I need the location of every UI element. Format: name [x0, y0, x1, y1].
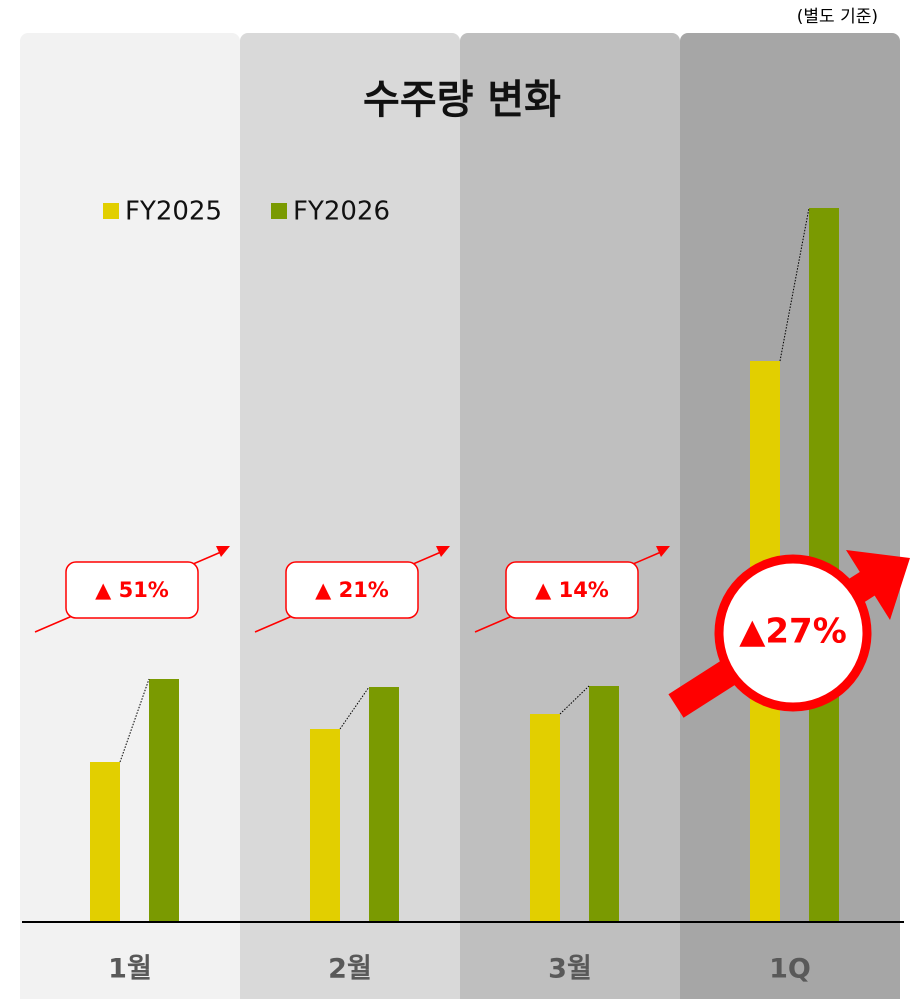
- column-band: [460, 33, 680, 999]
- callout-box: [285, 561, 419, 619]
- x-tick-label: 1월: [108, 954, 152, 985]
- callout-label: ▲ 14%: [535, 578, 609, 602]
- connector: [119, 678, 150, 763]
- note: (별도 기준): [797, 7, 878, 27]
- legend-swatch: [271, 203, 287, 219]
- callout-box: [65, 561, 199, 619]
- arrow-head: [216, 546, 230, 557]
- callout-label: ▲ 51%: [95, 578, 169, 602]
- callout-label: ▲ 21%: [315, 578, 389, 602]
- arrow-head: [656, 546, 670, 557]
- arrow-head: [846, 550, 910, 620]
- callout-box: [505, 561, 639, 619]
- bar: [369, 687, 399, 922]
- legend-swatch: [103, 203, 119, 219]
- connector: [339, 686, 370, 730]
- column-band: [680, 33, 900, 999]
- bar: [310, 729, 340, 922]
- legend-label: FY2026: [293, 197, 390, 227]
- legend-label: FY2025: [125, 197, 222, 227]
- callout-label: ▲27%: [739, 612, 847, 652]
- x-tick-label: 2월: [328, 954, 372, 985]
- bar: [149, 679, 179, 922]
- bar: [530, 714, 560, 922]
- bar: [90, 762, 120, 922]
- connector: [779, 207, 810, 362]
- callout-circle: [714, 554, 872, 712]
- column-band: [20, 33, 240, 999]
- x-tick-label: 1Q: [769, 954, 811, 985]
- chart-title: 수주량 변화: [363, 77, 561, 123]
- connector: [559, 685, 590, 715]
- column-band: [240, 33, 460, 999]
- arrow-head: [436, 546, 450, 557]
- x-tick-label: 3월: [548, 954, 592, 985]
- bar: [589, 686, 619, 922]
